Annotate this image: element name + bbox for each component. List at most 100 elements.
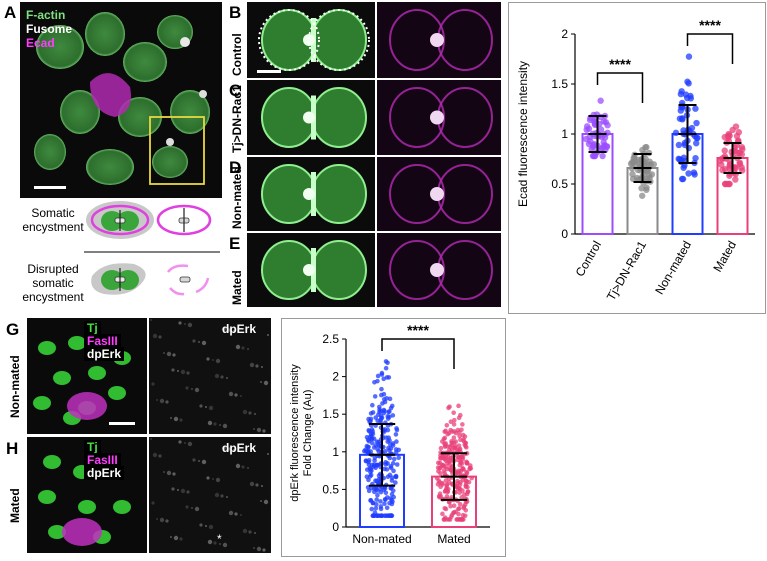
data-point: [388, 464, 394, 469]
data-point: [439, 439, 445, 444]
data-point: [371, 513, 377, 519]
bar-non-mated: [671, 133, 704, 235]
y-axis-label: Ecad fluorescence intensity: [516, 61, 530, 207]
data-point: [441, 468, 447, 473]
data-point: [467, 466, 472, 472]
data-point: [643, 143, 650, 151]
data-point: [393, 450, 399, 455]
data-point: [376, 473, 382, 478]
y-tick-label: 0: [332, 520, 339, 534]
data-point: [441, 463, 446, 469]
panel-a-micrograph: F-actin Fusome Ecad: [20, 2, 222, 198]
data-point: [629, 170, 636, 178]
data-point: [629, 175, 637, 183]
data-point: [444, 422, 450, 428]
data-point: [369, 440, 375, 446]
diagram-normal-label: Somatic encystment: [18, 206, 88, 234]
data-point: [375, 418, 380, 424]
data-point: [443, 478, 449, 483]
data-point: [602, 118, 609, 126]
data-point: [643, 186, 650, 194]
data-point: [733, 132, 741, 140]
panel-letter-g: G: [6, 320, 20, 339]
data-point: [446, 405, 451, 411]
label-dperk-right-g: dpErk: [222, 322, 257, 336]
significance-bracket: [686, 33, 734, 64]
data-point: [717, 157, 724, 164]
data-point: [379, 513, 384, 519]
data-point: [389, 501, 395, 507]
data-point: [387, 438, 392, 443]
data-point: [385, 360, 390, 366]
row-label-control: Control: [230, 33, 244, 76]
data-point: [390, 413, 396, 418]
data-point: [368, 497, 374, 503]
data-point: [442, 435, 448, 441]
data-point: [739, 146, 746, 153]
micrograph-factin-d: [247, 157, 375, 231]
data-point: [632, 158, 639, 165]
data-point: [638, 185, 645, 192]
data-point: [460, 432, 466, 438]
data-point: [599, 152, 606, 160]
data-point: [598, 133, 605, 141]
row-label-non-mated: Non-mated: [230, 166, 244, 229]
germ-cell-right: [117, 211, 139, 231]
data-point: [388, 405, 394, 411]
data-point: [370, 410, 376, 415]
data-point: [393, 432, 399, 437]
y-axis-label-line1: dpErk fluorescence intensity: [289, 364, 301, 502]
data-point: [384, 505, 390, 511]
data-point: [375, 480, 381, 486]
data-point: [719, 166, 726, 174]
data-point: [448, 503, 453, 509]
significance-label: ****: [407, 322, 429, 338]
diagram-normal-label-line1: Somatic: [31, 206, 75, 220]
data-point: [451, 422, 457, 427]
data-point: [589, 152, 597, 160]
x-category-label: Non-mated: [652, 239, 694, 297]
data-point: [393, 480, 398, 485]
data-point: [365, 449, 371, 455]
data-point: [444, 482, 450, 487]
y-tick-label: 1.5: [551, 77, 568, 91]
data-point: [375, 373, 381, 379]
data-point: [382, 466, 387, 472]
panel-i-frame: 0 0.5 1 1.5 2 2.5 Non-mated Mated **** dpErk fluo…: [281, 318, 506, 557]
data-point: [367, 474, 373, 479]
data-point: [726, 172, 733, 179]
data-point: [640, 158, 647, 165]
data-point: [379, 392, 384, 398]
data-point: [729, 126, 736, 134]
micrograph-factin-e: [247, 233, 375, 307]
data-point: [460, 456, 465, 462]
x-category-label: Mated: [710, 239, 739, 275]
data-point: [588, 145, 595, 153]
row-label-mated: Mated: [8, 488, 22, 523]
data-point: [459, 495, 464, 500]
significance-bracket: [596, 72, 644, 103]
data-point: [366, 488, 372, 494]
data-point: [460, 512, 466, 518]
data-point: [721, 147, 728, 154]
significance-label: ****: [609, 56, 631, 72]
data-point: [679, 116, 686, 123]
data-point: [725, 134, 732, 141]
data-point: [457, 462, 463, 468]
data-point: [446, 430, 452, 436]
data-point: [726, 158, 734, 165]
diagram-disrupted-label: Disrupted somatic encystment: [16, 262, 90, 304]
data-point: [438, 445, 444, 451]
y-tick-label: 0.5: [551, 177, 568, 191]
y-tick-label: 1.5: [322, 407, 339, 421]
data-point: [378, 499, 383, 504]
data-point: [383, 459, 389, 465]
data-point: [383, 435, 389, 440]
legend-fasiii: FasIII: [84, 334, 121, 348]
significance-bracket: [381, 338, 455, 369]
data-point: [456, 443, 462, 448]
data-point: [376, 439, 381, 445]
data-point: [379, 386, 384, 392]
data-point: [464, 460, 470, 466]
data-point: [461, 517, 466, 522]
